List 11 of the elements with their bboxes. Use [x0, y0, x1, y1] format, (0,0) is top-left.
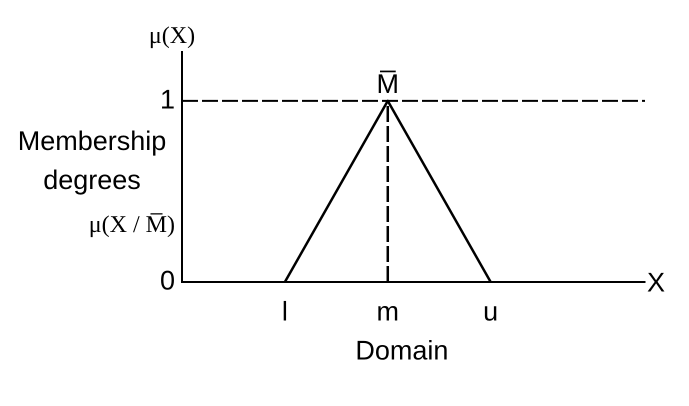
annotation: M̅: [376, 68, 400, 99]
x-tick-label: u: [483, 296, 498, 327]
x-tick-label: m: [376, 296, 400, 327]
text: μ(X): [148, 23, 196, 49]
x-axis-title: Domain: [355, 335, 448, 366]
y-tick-label: 0: [160, 265, 175, 296]
x-tick-label: l: [282, 296, 288, 327]
text: X: [647, 267, 666, 298]
y-axis-title: Membership degrees: [18, 126, 166, 195]
y-tick-label: 1: [160, 84, 175, 114]
y-tick-label: μ(X / M̅): [88, 212, 175, 238]
